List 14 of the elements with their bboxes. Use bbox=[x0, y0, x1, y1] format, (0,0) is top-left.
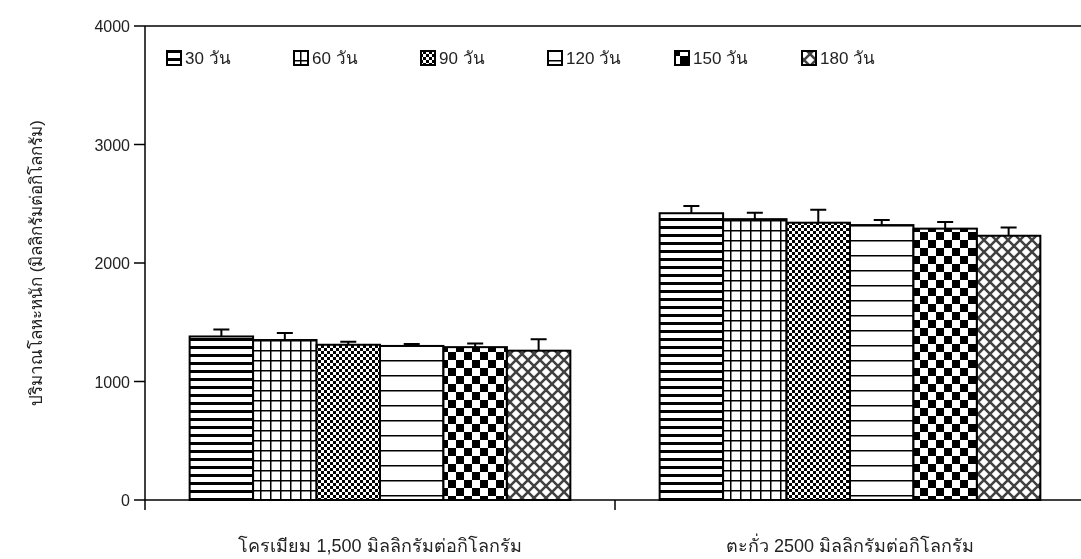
x-tick-label: โครเมียม 1,500 มิลลิกรัมต่อกิโลกรัม bbox=[238, 535, 522, 556]
y-tick-label: 3000 bbox=[94, 136, 131, 154]
legend-label: 150 วัน bbox=[693, 49, 749, 68]
y-tick-label: 1000 bbox=[94, 373, 131, 391]
legend-label: 30 วัน bbox=[185, 49, 231, 68]
legend-label: 60 วัน bbox=[312, 49, 358, 68]
legend-label: 120 วัน bbox=[566, 49, 622, 68]
y-axis-title: ปริมาณโลหะหนัก (มิลลิกรัมต่อกิโลกรัม) bbox=[26, 119, 46, 407]
legend-label: 180 วัน bbox=[820, 49, 876, 68]
legend-label: 90 วัน bbox=[439, 49, 485, 68]
x-tick-label: ตะกั่ว 2500 มิลลิกรัมต่อกิโลกรัม bbox=[725, 533, 975, 556]
y-tick-label: 0 bbox=[121, 492, 131, 509]
y-tick-label: 4000 bbox=[94, 18, 131, 35]
y-tick-label: 2000 bbox=[94, 255, 131, 272]
